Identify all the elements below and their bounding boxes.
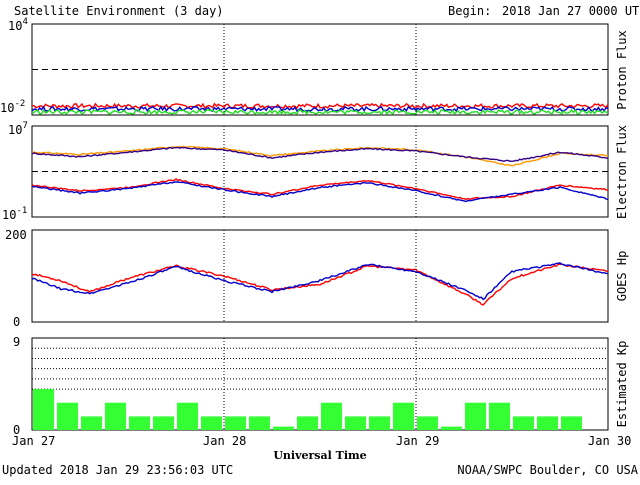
x-tick-label: Jan 27 — [12, 434, 55, 448]
goes-hp-series-line — [31, 262, 609, 301]
electron-series-line — [31, 145, 609, 167]
kp-bar — [321, 402, 342, 430]
x-axis-title: Universal Time — [273, 449, 366, 462]
kp-bar — [273, 426, 294, 430]
kp-bar — [441, 426, 462, 430]
kp-bar — [465, 402, 486, 430]
proton-series-group — [31, 69, 609, 116]
goes-hp-series-line — [31, 263, 609, 306]
kp-bar — [201, 416, 222, 430]
kp-bar — [57, 402, 78, 430]
kp-top-tick-label: 9 — [13, 335, 20, 349]
goes-hp-bottom-tick-label: 0 — [13, 315, 20, 329]
credit-text: NOAA/SWPC Boulder, CO USA — [457, 463, 638, 477]
x-tick-label: Jan 30 — [588, 434, 631, 448]
proton-bottom-tick-label: 10-2 — [0, 99, 25, 115]
begin-value: 2018 Jan 27 0000 UTC — [502, 4, 640, 18]
kp-bar — [129, 416, 150, 430]
goes-hp-panel-frame — [31, 229, 609, 323]
electron-series-line — [31, 181, 609, 203]
kp-bar — [81, 416, 102, 430]
electron-panel-frame — [31, 125, 609, 218]
electron-flux-label: Electron Flux — [615, 125, 629, 219]
kp-bar — [369, 416, 390, 430]
proton-panel-frame — [31, 23, 609, 116]
proton-series-line — [31, 105, 609, 113]
proton-series-line — [31, 108, 609, 116]
kp-bar — [225, 416, 246, 430]
kp-bars-group — [32, 347, 608, 430]
kp-bar — [417, 416, 438, 430]
kp-bar — [153, 416, 174, 430]
electron-bottom-tick-label: 10-1 — [2, 206, 27, 222]
proton-flux-label: Proton Flux — [615, 30, 629, 109]
estimated-kp-label: Estimated Kp — [615, 341, 629, 428]
updated-timestamp: Updated 2018 Jan 29 23:56:03 UTC — [2, 463, 233, 477]
kp-bar — [249, 416, 270, 430]
proton-series-line — [31, 102, 609, 110]
kp-bar — [345, 416, 366, 430]
kp-bar — [513, 416, 534, 430]
day-separators — [223, 24, 417, 430]
kp-bar — [297, 416, 318, 430]
kp-bar — [537, 416, 558, 430]
kp-bar — [33, 389, 54, 430]
kp-bottom-tick-label: 0 — [13, 423, 20, 437]
proton-top-tick-label: 104 — [8, 17, 28, 33]
x-tick-label: Jan 29 — [396, 434, 439, 448]
kp-bar — [177, 402, 198, 430]
electron-series-line — [31, 146, 609, 163]
kp-bar — [561, 416, 582, 430]
x-tick-label: Jan 28 — [203, 434, 246, 448]
begin-label: Begin: — [448, 4, 491, 18]
plot-title: Satellite Environment (3 day) — [14, 4, 224, 18]
kp-bar — [489, 402, 510, 430]
electron-series-group — [31, 145, 609, 203]
electron-top-tick-label: 107 — [8, 121, 28, 137]
kp-bar — [393, 402, 414, 430]
kp-panel-frame — [31, 337, 609, 431]
goes-hp-top-tick-label: 200 — [5, 228, 27, 242]
kp-bar — [105, 402, 126, 430]
goes-hp-series-group — [31, 262, 609, 306]
goes-hp-label: GOES Hp — [615, 251, 629, 302]
